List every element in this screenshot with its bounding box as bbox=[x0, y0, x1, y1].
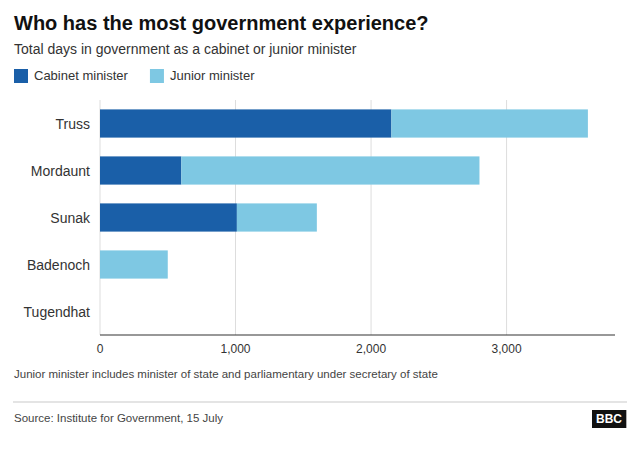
footnote: Junior minister includes minister of sta… bbox=[14, 368, 438, 380]
legend-entry: Junior minister bbox=[170, 68, 255, 83]
legend-entry: Cabinet minister bbox=[34, 68, 129, 83]
tick-label: 2,000 bbox=[356, 342, 386, 356]
x-axis-line bbox=[100, 334, 615, 335]
bar bbox=[100, 203, 237, 231]
tick-label: 1,000 bbox=[221, 342, 251, 356]
logo: BBC bbox=[596, 412, 622, 426]
bar bbox=[237, 203, 317, 231]
bar bbox=[100, 109, 391, 137]
source: Source: Institute for Government, 15 Jul… bbox=[14, 412, 223, 424]
title: Who has the most government experience? bbox=[14, 12, 429, 34]
subtitle: Total days in government as a cabinet or… bbox=[14, 41, 357, 57]
tick-label: 0 bbox=[97, 342, 104, 356]
logo-box bbox=[592, 410, 626, 428]
bar bbox=[181, 156, 479, 184]
bar bbox=[100, 156, 181, 184]
category-label: Truss bbox=[56, 116, 90, 132]
chart: Who has the most government experience? T… bbox=[0, 0, 640, 459]
tick-label: 3,000 bbox=[492, 342, 522, 356]
bars bbox=[100, 109, 588, 278]
legend-swatch bbox=[150, 69, 164, 83]
legend-swatch bbox=[14, 69, 28, 83]
category-label: Tugendhat bbox=[24, 304, 91, 320]
bar bbox=[100, 250, 168, 278]
bar bbox=[100, 297, 101, 325]
bar bbox=[391, 109, 588, 137]
category-label: Mordaunt bbox=[31, 163, 90, 179]
bar bbox=[100, 297, 101, 325]
separator bbox=[13, 402, 627, 403]
category-label: Badenoch bbox=[27, 257, 90, 273]
category-label: Sunak bbox=[50, 210, 91, 226]
